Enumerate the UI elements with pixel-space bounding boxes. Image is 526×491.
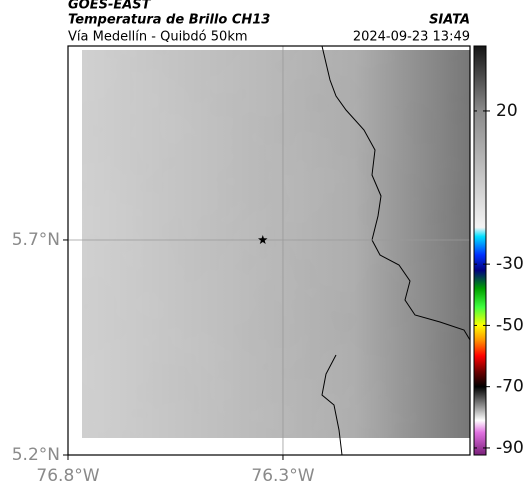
colorbar — [473, 45, 487, 456]
colorbar-label: -70 — [496, 377, 524, 397]
y-tick-label: 5.2°N — [12, 445, 60, 465]
y-tick-label: 5.7°N — [12, 230, 60, 250]
title: Temperatura de Brillo CH13 — [68, 13, 270, 28]
timestamp: 2024-09-23 13:49 — [353, 30, 470, 45]
map-frame — [67, 45, 471, 456]
border-line — [321, 45, 471, 341]
imagery-shade — [82, 50, 470, 438]
colorbar-label: 20 — [496, 101, 518, 121]
colorbar-label: -30 — [496, 254, 524, 274]
colorbar-label: -50 — [496, 315, 524, 335]
brand: SIATA — [429, 13, 470, 28]
station-marker — [258, 235, 268, 244]
border-line — [321, 354, 343, 456]
source: GOES-EAST — [68, 0, 152, 13]
x-tick-label: 76.3°W — [251, 466, 314, 486]
colorbar-label: -90 — [496, 438, 524, 458]
x-tick-label: 76.8°W — [36, 466, 99, 486]
subtitle: Vía Medellín - Quibdó 50km — [68, 30, 248, 45]
